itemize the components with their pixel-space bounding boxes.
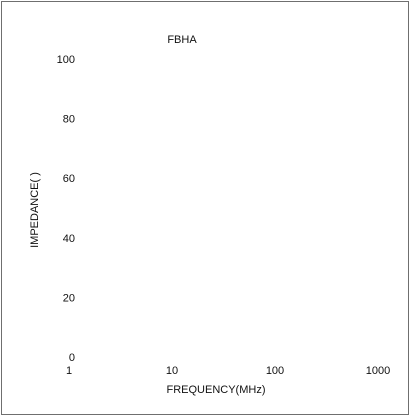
y-tick-label: 40 [63,233,75,245]
x-tick-label: 10 [166,365,178,377]
chart-title: FBHA [167,34,197,46]
y-axis-label: IMPEDANCE( ) [29,172,41,248]
x-tick-label: 1 [66,365,72,377]
y-tick-label: 100 [57,54,75,66]
x-tick-label: 100 [266,365,284,377]
x-tick-labels: 1 10 100 1000 [66,365,390,377]
y-tick-label: 0 [69,352,75,364]
y-tick-labels: 0 20 40 60 80 100 [57,54,75,364]
x-axis-label: FREQUENCY(MHz) [167,384,266,396]
y-tick-label: 60 [63,173,75,185]
y-tick-label: 20 [63,292,75,304]
x-tick-label: 1000 [366,365,390,377]
y-tick-label: 80 [63,114,75,126]
